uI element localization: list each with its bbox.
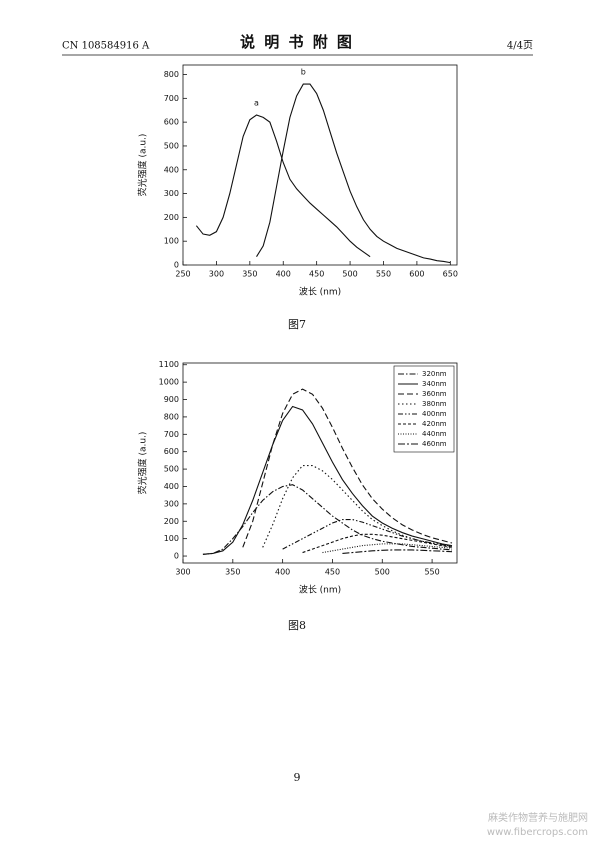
y-tick-label: 500	[164, 141, 179, 150]
x-tick-label: 650	[443, 270, 458, 279]
series-line	[202, 405, 453, 555]
x-tick-label: 350	[225, 568, 240, 577]
y-axis-label: 荧光强度 (a.u.)	[137, 432, 149, 495]
y-axis-label: 荧光强度 (a.u.)	[137, 134, 149, 197]
series-line	[322, 543, 453, 554]
y-tick-label: 400	[164, 165, 179, 174]
y-tick-label: 800	[164, 70, 179, 79]
y-tick-label: 200	[164, 213, 179, 222]
y-tick-label: 700	[164, 94, 179, 103]
x-tick-label: 600	[409, 270, 424, 279]
series-line	[202, 484, 453, 555]
y-tick-label: 400	[164, 482, 179, 491]
x-tick-label: 350	[242, 270, 257, 279]
caption: 图8	[288, 619, 306, 632]
y-tick-label: 600	[164, 118, 179, 127]
series-line	[195, 114, 371, 258]
series-line	[342, 549, 453, 554]
y-tick-label: 600	[164, 447, 179, 456]
header-title: 说 明 书 附 图	[240, 33, 354, 51]
header-left: CN 108584916 A	[62, 41, 150, 52]
series-line	[256, 83, 451, 264]
series-label: a	[254, 99, 259, 108]
legend-label: 340nm	[422, 380, 447, 388]
plot-frame	[182, 64, 458, 266]
legend-label: 440nm	[422, 430, 447, 438]
legend-label: 460nm	[422, 440, 447, 448]
y-tick-label: 200	[164, 517, 179, 526]
x-tick-label: 400	[276, 270, 291, 279]
legend-label: 380nm	[422, 400, 447, 408]
legend-frame	[393, 365, 455, 453]
y-tick-label: 900	[164, 395, 179, 404]
x-axis-label: 波长 (nm)	[299, 286, 341, 298]
legend-label: 400nm	[422, 410, 447, 418]
series-label: b	[301, 68, 306, 77]
watermark: 麻类作物营养与施肥网	[488, 811, 588, 824]
y-tick-label: 100	[164, 534, 179, 543]
y-tick-label: 800	[164, 412, 179, 421]
x-tick-label: 550	[376, 270, 391, 279]
x-tick-label: 550	[424, 568, 439, 577]
legend-label: 420nm	[422, 420, 447, 428]
y-tick-label: 0	[174, 261, 179, 270]
x-tick-label: 400	[275, 568, 290, 577]
y-tick-label: 1100	[159, 360, 179, 369]
x-tick-label: 300	[209, 270, 224, 279]
plot-frame	[182, 362, 458, 564]
x-tick-label: 500	[342, 270, 357, 279]
x-tick-label: 500	[375, 568, 390, 577]
caption: 图7	[288, 318, 306, 331]
x-tick-label: 300	[175, 568, 190, 577]
x-axis-label: 波长 (nm)	[299, 584, 341, 596]
watermark: www.fibercrops.com	[487, 827, 588, 838]
page-number: 9	[294, 771, 301, 784]
y-tick-label: 300	[164, 189, 179, 198]
header-right: 4/4页	[507, 40, 533, 52]
y-tick-label: 500	[164, 465, 179, 474]
legend-label: 360nm	[422, 390, 447, 398]
y-tick-label: 700	[164, 430, 179, 439]
legend-label: 320nm	[422, 370, 447, 378]
series-line	[282, 518, 453, 550]
y-tick-label: 0	[174, 552, 179, 561]
y-tick-label: 100	[164, 237, 179, 246]
x-tick-label: 250	[175, 270, 190, 279]
x-tick-label: 450	[325, 568, 340, 577]
x-tick-label: 450	[309, 270, 324, 279]
series-line	[302, 533, 453, 554]
y-tick-label: 1000	[159, 378, 179, 387]
series-line	[242, 388, 453, 548]
y-tick-label: 300	[164, 499, 179, 508]
